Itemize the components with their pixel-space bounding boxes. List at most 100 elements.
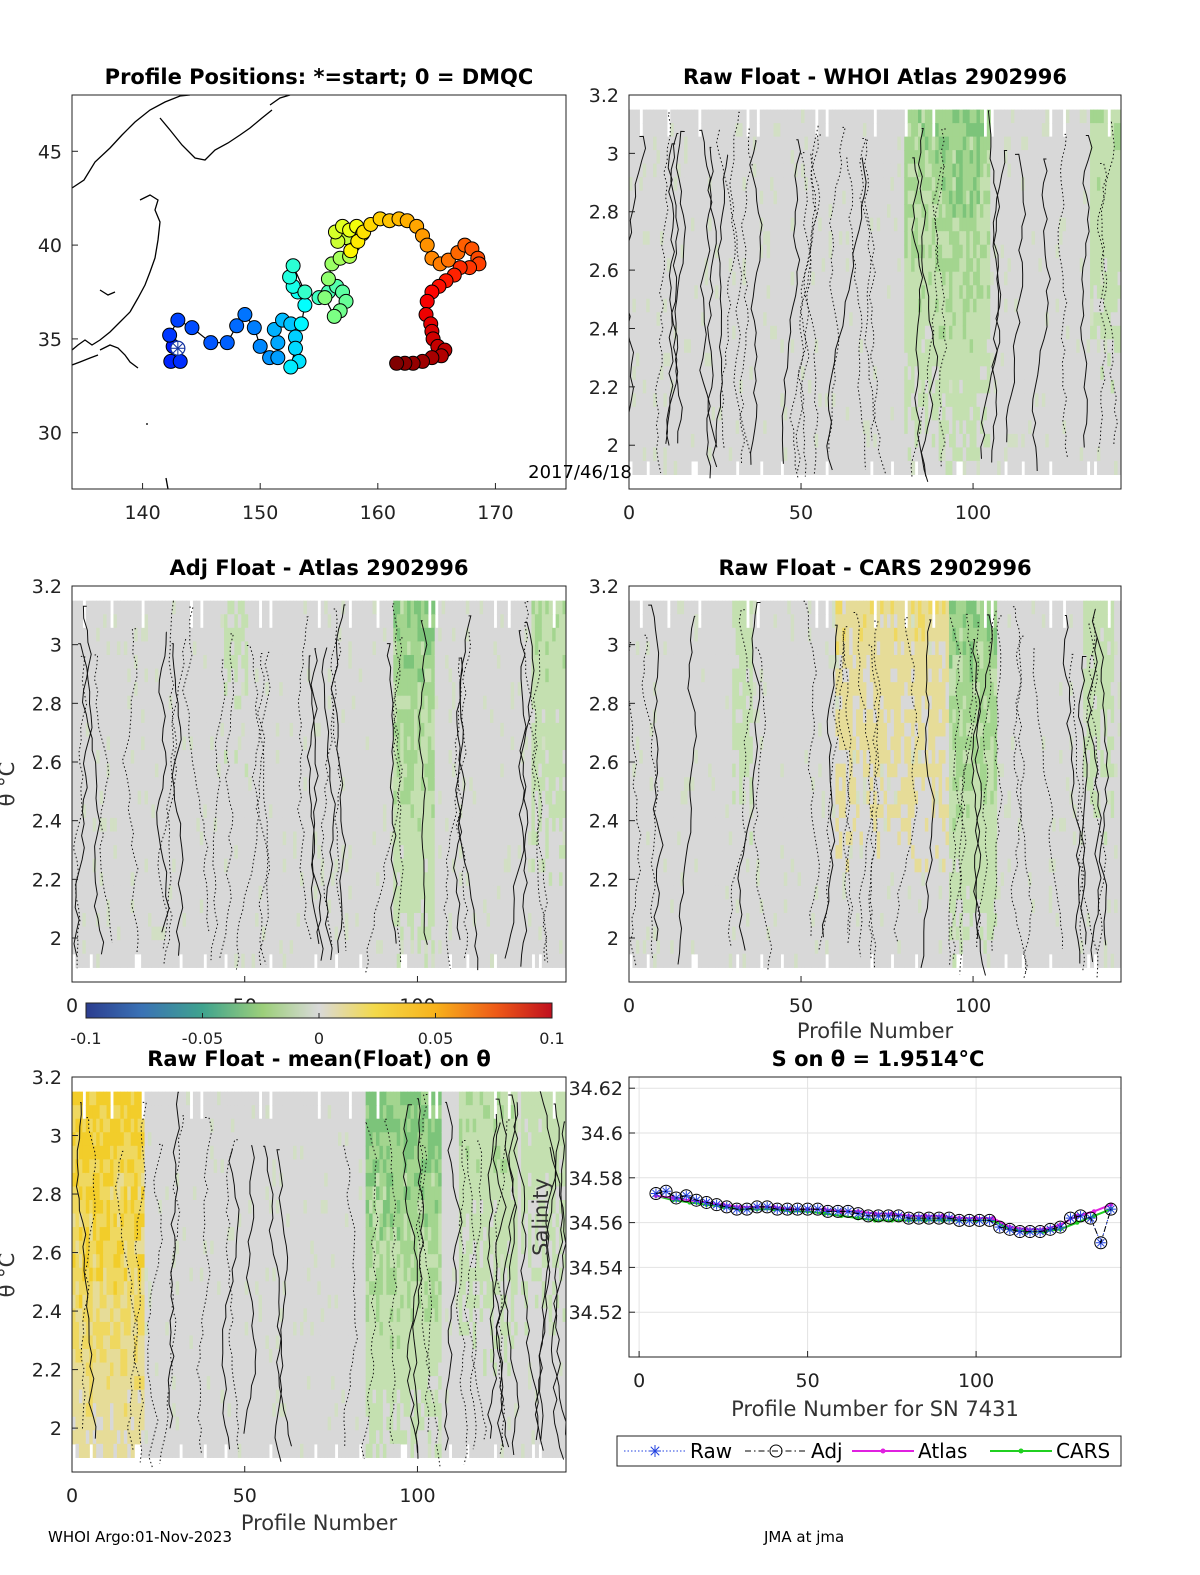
heatmap-cell bbox=[787, 312, 792, 327]
heatmap-cell bbox=[728, 406, 733, 421]
heatmap-cell bbox=[959, 123, 964, 138]
heatmap-cell bbox=[962, 366, 967, 381]
heatmap-cell bbox=[907, 271, 912, 286]
heatmap-cell bbox=[1107, 312, 1112, 327]
heatmap-cell bbox=[918, 258, 923, 273]
heatmap-cell bbox=[1045, 258, 1050, 273]
heatmap-cell bbox=[137, 831, 142, 846]
heatmap-cell bbox=[1045, 285, 1050, 300]
heatmap-cell bbox=[1076, 244, 1081, 259]
heatmap-cell bbox=[873, 393, 878, 408]
heatmap-cell bbox=[911, 150, 916, 165]
heatmap-cell bbox=[78, 682, 83, 697]
heatmap-cell bbox=[1100, 352, 1105, 367]
heatmap-cell bbox=[697, 406, 702, 421]
heatmap-cell bbox=[663, 366, 668, 381]
heatmap-cell bbox=[773, 217, 778, 232]
heatmap-cell bbox=[1021, 258, 1026, 273]
heatmap-cell bbox=[770, 406, 775, 421]
contour-line bbox=[673, 130, 686, 444]
heatmap-cell bbox=[787, 325, 792, 340]
heatmap-cell bbox=[1103, 285, 1108, 300]
heatmap-cell bbox=[697, 339, 702, 354]
heatmap-cell bbox=[766, 123, 771, 138]
heatmap-cell bbox=[186, 953, 191, 968]
heatmap-cell bbox=[168, 817, 173, 833]
heatmap-cell bbox=[770, 352, 775, 367]
heatmap-cell bbox=[1086, 325, 1091, 340]
heatmap-cell bbox=[632, 447, 637, 462]
heatmap-cell bbox=[821, 204, 826, 219]
heatmap-cell bbox=[1017, 352, 1022, 367]
heatmap-cell bbox=[997, 204, 1002, 219]
heatmap-cell bbox=[154, 722, 159, 738]
heatmap-cell bbox=[161, 790, 166, 805]
heatmap-cell bbox=[942, 123, 947, 138]
heatmap-cell bbox=[780, 312, 785, 327]
heatmap-cell bbox=[199, 695, 204, 710]
heatmap-cell bbox=[141, 899, 146, 914]
heatmap-cell bbox=[189, 899, 194, 914]
heatmap-cell bbox=[807, 406, 812, 421]
heatmap-cell bbox=[759, 447, 764, 462]
heatmap-cell bbox=[715, 231, 720, 246]
heatmap-cell bbox=[918, 312, 923, 327]
heatmap-cell bbox=[997, 352, 1002, 367]
heatmap-cell bbox=[725, 163, 730, 178]
heatmap-cell bbox=[144, 695, 149, 710]
profile-position-marker bbox=[270, 335, 286, 351]
heatmap-cell bbox=[890, 217, 895, 232]
heatmap-cell bbox=[1096, 123, 1101, 138]
heatmap-cell bbox=[1065, 285, 1070, 300]
heatmap-cell bbox=[172, 817, 177, 833]
heatmap-cell bbox=[752, 298, 757, 313]
heatmap-cell bbox=[735, 177, 740, 192]
heatmap-cell bbox=[725, 271, 730, 286]
heatmap-cell bbox=[783, 190, 788, 205]
heatmap-cell bbox=[852, 271, 857, 286]
heatmap-cell bbox=[942, 393, 947, 408]
heatmap-cell bbox=[663, 285, 668, 300]
heatmap-cell bbox=[82, 899, 87, 914]
heatmap-cell bbox=[962, 420, 967, 435]
heatmap-cell bbox=[1028, 150, 1033, 165]
heatmap-cell bbox=[694, 109, 699, 124]
heatmap-cell bbox=[955, 406, 960, 421]
x-tick-label: 0 bbox=[623, 502, 635, 524]
heatmap-cell bbox=[831, 460, 837, 476]
heatmap-cell bbox=[945, 352, 950, 367]
heatmap-cell bbox=[120, 817, 125, 833]
heatmap-cell bbox=[1038, 177, 1043, 192]
heatmap-cell bbox=[141, 885, 146, 901]
heatmap-cell bbox=[694, 123, 699, 138]
heatmap-cell bbox=[907, 312, 912, 327]
heatmap-cell bbox=[1065, 231, 1070, 246]
heatmap-cell bbox=[745, 433, 751, 448]
heatmap-cell bbox=[1010, 217, 1015, 232]
heatmap-cell bbox=[1014, 271, 1019, 286]
heatmap-cell bbox=[1038, 204, 1043, 219]
heatmap-cell bbox=[749, 420, 754, 435]
heatmap-cell bbox=[911, 447, 916, 462]
heatmap-cell bbox=[897, 163, 902, 178]
heatmap-cell bbox=[635, 136, 640, 151]
heatmap-cell bbox=[1065, 379, 1070, 394]
heatmap-cell bbox=[113, 722, 118, 738]
heatmap-cell bbox=[756, 447, 761, 462]
heatmap-cell bbox=[1014, 393, 1019, 408]
heatmap-cell bbox=[794, 433, 799, 448]
heatmap-cell bbox=[852, 244, 857, 259]
heatmap-cell bbox=[856, 312, 861, 327]
heatmap-cell bbox=[1000, 231, 1005, 246]
heatmap-cell bbox=[732, 190, 737, 205]
heatmap-cell bbox=[825, 325, 830, 340]
heatmap-cell bbox=[1090, 352, 1095, 367]
heatmap-cell bbox=[821, 190, 826, 205]
heatmap-cell bbox=[948, 150, 954, 165]
heatmap-cell bbox=[776, 217, 781, 232]
heatmap-cell bbox=[189, 913, 194, 928]
heatmap-cell bbox=[168, 695, 173, 710]
heatmap-cell bbox=[976, 460, 981, 476]
heatmap-cell bbox=[942, 136, 947, 151]
heatmap-cell bbox=[752, 244, 757, 259]
